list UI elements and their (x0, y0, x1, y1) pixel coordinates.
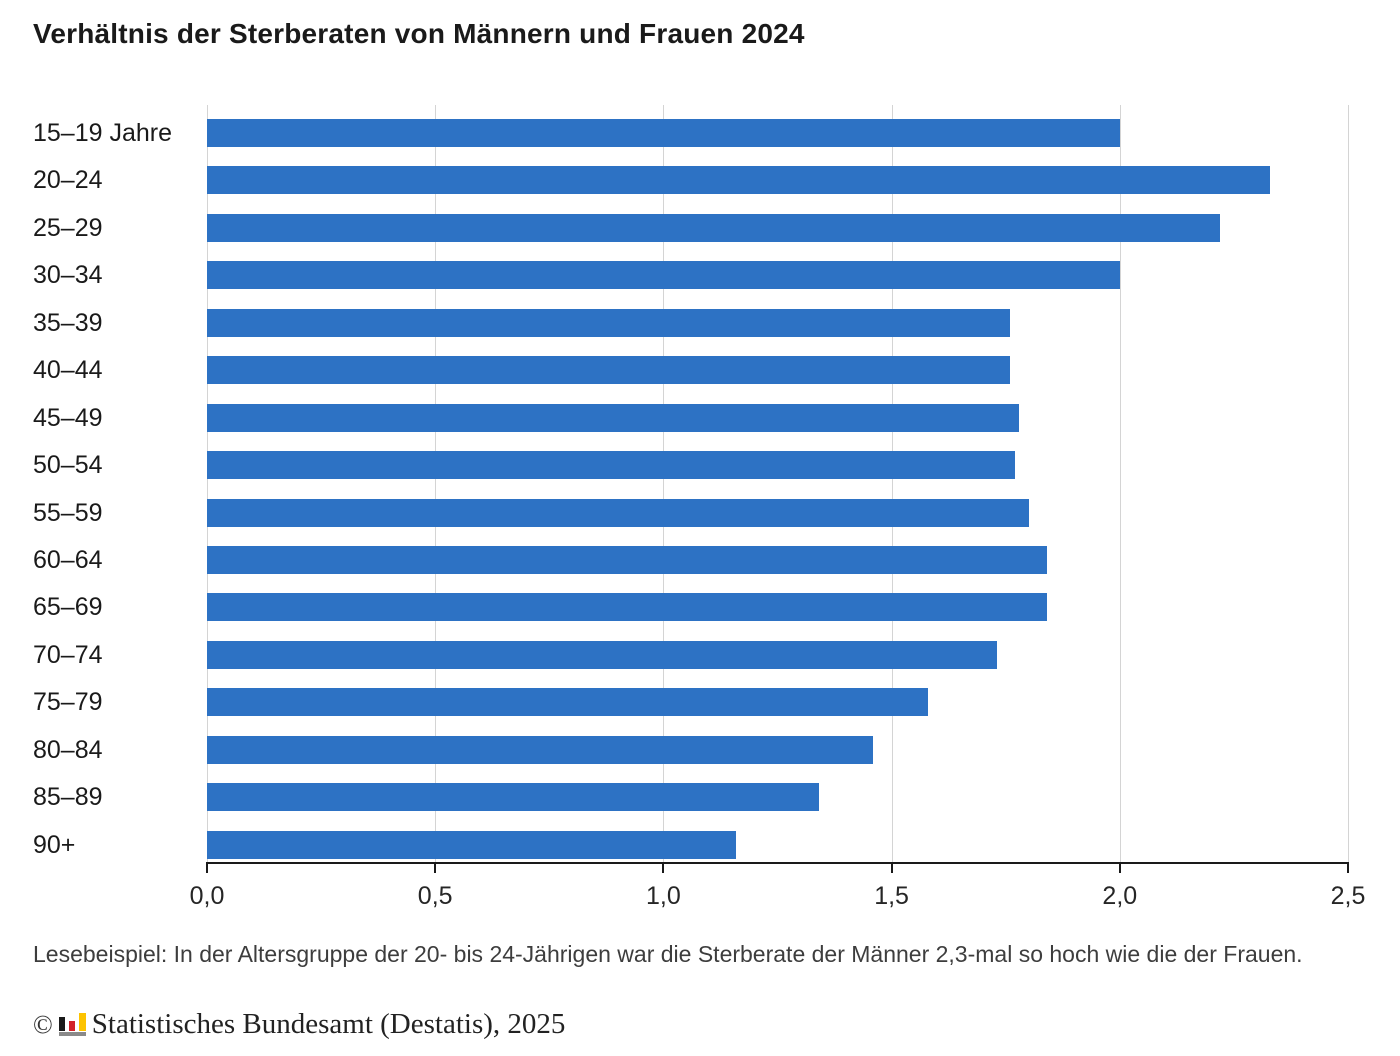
gridline (207, 105, 208, 862)
y-axis-label: 15–19 Jahre (33, 119, 173, 147)
plot-area (206, 105, 1349, 873)
gridline (1348, 105, 1349, 862)
x-axis-tick-label: 1,5 (874, 882, 909, 910)
x-axis-tick (890, 862, 893, 873)
bar-30-34 (207, 261, 1120, 290)
bar-65-69 (207, 593, 1047, 622)
logo-bar-black (58, 1017, 65, 1031)
y-axis-label: 45–49 (33, 403, 103, 432)
x-axis-tick-label: 0,0 (189, 882, 225, 910)
y-axis-label: 25–29 (33, 213, 103, 242)
bar-55-59 (207, 498, 1029, 527)
copyright-symbol: © (33, 1010, 53, 1039)
source-text: Statistisches Bundesamt (Destatis), 2025 (91, 1008, 566, 1040)
y-axis-label: 40–44 (33, 356, 103, 385)
x-axis-tick (206, 862, 208, 873)
y-axis-label: 70–74 (33, 640, 103, 669)
logo-bar-red (68, 1021, 75, 1031)
y-axis-label: 80–84 (33, 735, 103, 764)
bar-90+ (207, 830, 737, 859)
x-axis-tick-label: 1,0 (646, 882, 681, 910)
logo-baseline (58, 1032, 86, 1036)
x-axis-tick-labels: 0,0 0,5 1,0 1,5 2,0 2,5 (190, 882, 1366, 914)
footer: © Statistisches Bundesamt (Destatis), 202… (33, 1008, 565, 1048)
bar-25-29 (207, 213, 1221, 242)
y-axis-label: 50–54 (33, 451, 103, 480)
x-axis-tick-label: 2,5 (1330, 882, 1366, 910)
y-axis-label: 75–79 (33, 688, 103, 717)
gridline (435, 105, 437, 862)
bar-45-49 (207, 403, 1020, 432)
y-axis-label: 35–39 (33, 308, 103, 337)
x-axis-tick (1118, 862, 1121, 873)
x-axis-tick-label: 2,0 (1102, 882, 1138, 910)
y-axis-label: 65–69 (33, 593, 103, 622)
bar-50-54 (207, 451, 1015, 480)
gridline (891, 105, 893, 862)
caption: Lesebeispiel: In der Altersgruppe der 20… (33, 941, 1303, 967)
bar-20-24 (207, 166, 1271, 195)
y-axis-label: 90+ (33, 830, 76, 859)
bar-80-84 (207, 735, 874, 764)
chart-title: Verhältnis der Sterberaten von Männern u… (33, 18, 805, 49)
bar-85-89 (207, 783, 819, 812)
x-axis-tick (434, 862, 437, 873)
bar-35-39 (207, 308, 1011, 337)
bar-40-44 (207, 356, 1011, 385)
x-axis-tick (662, 862, 665, 873)
x-axis-tick-label: 0,5 (417, 882, 453, 910)
gridline (1119, 105, 1121, 862)
bar-60-64 (207, 545, 1047, 574)
bar-75-79 (207, 688, 929, 717)
logo-bar-gold (78, 1013, 86, 1031)
destatis-logo-icon (58, 1012, 86, 1036)
x-axis-tick (1347, 862, 1349, 873)
bar-15-19- (207, 119, 1120, 147)
y-axis-label: 20–24 (33, 166, 103, 195)
y-axis-label: 85–89 (33, 783, 103, 812)
y-axis-label: 55–59 (33, 498, 103, 527)
y-axis-label: 60–64 (33, 545, 103, 574)
y-axis-label: 30–34 (33, 261, 103, 290)
gridline (663, 105, 665, 862)
y-axis-labels: 15–19 Jahre 20–24 25–29 30–34 35–39 40–44 45–4… (33, 105, 205, 862)
bar-70-74 (207, 640, 997, 669)
